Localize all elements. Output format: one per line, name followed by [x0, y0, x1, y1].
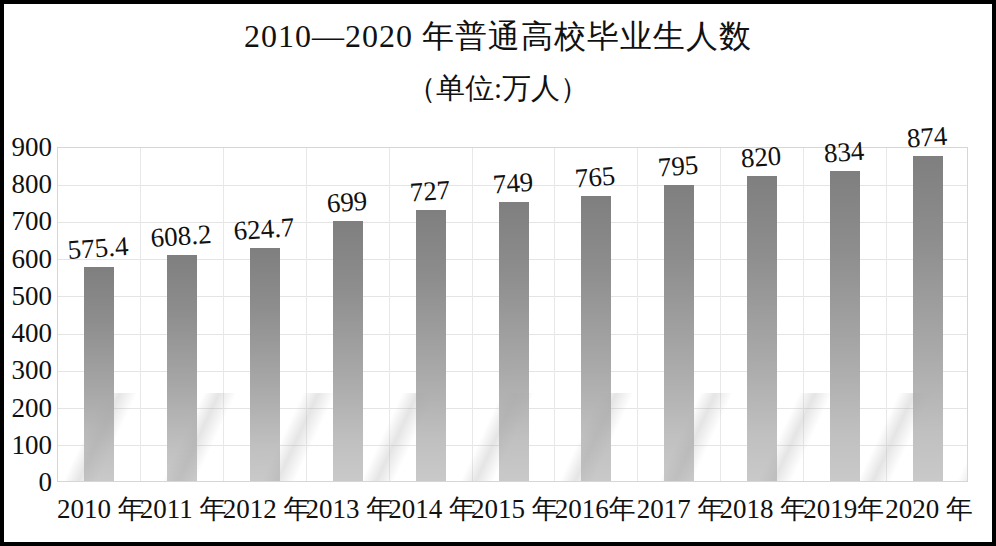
y-tick-label: 0 [0, 466, 52, 498]
bar-2016年 [581, 196, 611, 481]
v-gridline [803, 148, 804, 481]
y-tick-label: 400 [0, 317, 52, 349]
v-gridline [140, 148, 141, 481]
y-tick-label: 700 [0, 205, 52, 237]
bar-2020年 [913, 156, 943, 481]
v-gridline [886, 148, 887, 481]
y-tick-label: 300 [0, 354, 52, 386]
bar-2013年 [333, 221, 363, 481]
x-tick-label: 2011 年 [140, 490, 223, 528]
y-tick-label: 600 [0, 243, 52, 275]
x-tick-label: 2017 年 [637, 490, 720, 528]
bar-2012年 [250, 248, 280, 481]
x-tick-label: 2012 年 [223, 490, 306, 528]
x-tick-label: 2018 年 [720, 490, 803, 528]
chart-subtitle: （单位:万人） [0, 70, 996, 106]
bar-2010年 [84, 267, 114, 481]
bar-2015年 [499, 202, 529, 481]
x-tick-label: 2010 年 [57, 490, 140, 528]
y-tick-label: 800 [0, 168, 52, 200]
y-tick-label: 200 [0, 392, 52, 424]
x-tick-label: 2020 年 [885, 490, 968, 528]
x-tick-label: 2019年 [802, 490, 885, 528]
bar-2017年 [664, 185, 694, 481]
v-gridline [223, 148, 224, 481]
chart-title: 2010—2020 年普通高校毕业生人数 [0, 16, 996, 56]
chart-figure: 2010—2020 年普通高校毕业生人数 （单位:万人） 900 800 700 60… [0, 0, 996, 546]
v-gridline [720, 148, 721, 481]
v-gridline [554, 148, 555, 481]
bar-2018年 [747, 176, 777, 481]
y-tick-label: 500 [0, 280, 52, 312]
x-tick-label: 2016年 [554, 490, 637, 528]
x-tick-label: 2014 年 [388, 490, 471, 528]
x-tick-label: 2015 年 [471, 490, 554, 528]
bar-2019年 [830, 171, 860, 481]
bar-2014年 [416, 210, 446, 481]
x-tick-label: 2013 年 [305, 490, 388, 528]
bar-value-label: 874 [878, 117, 976, 156]
v-gridline [637, 148, 638, 481]
y-tick-label: 900 [0, 131, 52, 163]
bar-2011年 [167, 255, 197, 481]
y-tick-label: 100 [0, 429, 52, 461]
